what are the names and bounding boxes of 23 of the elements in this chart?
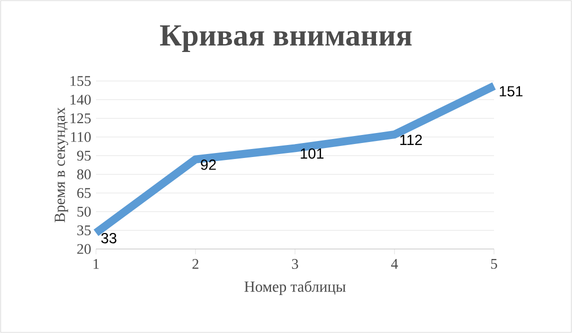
y-tick-label: 110 (71, 132, 91, 142)
y-tick-label: 35 (77, 225, 91, 236)
x-tick-label: 2 (192, 259, 198, 269)
chart-title: Кривая внимания (160, 25, 412, 52)
y-tick-label: 50 (77, 206, 91, 217)
y-tick-label: 95 (77, 150, 91, 161)
y-tick-label: 155 (70, 76, 91, 86)
x-tick-label: 5 (491, 259, 498, 269)
x-axis-title: Номер таблицы (244, 280, 346, 295)
y-tick-label: 125 (70, 113, 91, 124)
y-axis-title: Время в секундах (54, 107, 68, 222)
data-label: 112 (400, 134, 422, 145)
data-label: 92 (200, 160, 216, 170)
y-tick-label: 20 (77, 244, 91, 254)
y-tick-label: 140 (70, 94, 91, 105)
data-label: 33 (101, 232, 116, 244)
x-tick-label: 1 (94, 259, 99, 269)
y-tick-label: 80 (77, 169, 91, 180)
data-label: 101 (300, 148, 324, 159)
x-tick-label: 4 (391, 259, 398, 269)
x-tick-label: 3 (292, 259, 298, 269)
y-tick-label: 65 (77, 188, 91, 198)
data-label: 151 (500, 86, 522, 96)
